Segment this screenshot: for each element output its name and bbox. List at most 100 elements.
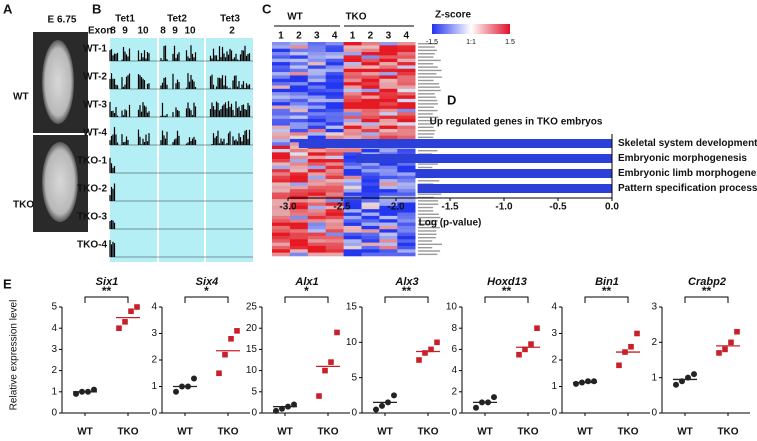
x-tick-label: WT xyxy=(477,427,493,438)
heatmap-cell xyxy=(307,172,326,177)
y-tick-label: 1 xyxy=(551,381,557,392)
heatmap-cell xyxy=(379,125,398,130)
heatmap-cell xyxy=(361,172,380,177)
row-label: TKO xyxy=(13,200,34,211)
heatmap-cell xyxy=(343,105,362,110)
bar xyxy=(415,169,612,178)
gene-name xyxy=(418,129,436,132)
heatmap-cell xyxy=(307,65,326,70)
heatmap-cell xyxy=(343,219,362,223)
heatmap-cell xyxy=(361,209,380,213)
column-label: 4 xyxy=(332,31,338,42)
heatmap-cell xyxy=(289,222,309,227)
coverage-peaks xyxy=(109,240,116,257)
gene-name xyxy=(418,253,438,256)
heatmap-cell xyxy=(397,105,416,110)
sample-label: TKO-3 xyxy=(77,212,107,223)
heatmap-cell xyxy=(397,215,416,220)
bar xyxy=(417,184,612,193)
heatmap-cell xyxy=(272,222,291,227)
data-point xyxy=(216,370,222,377)
heatmap-cell xyxy=(343,162,362,167)
column-label: 3 xyxy=(314,31,320,42)
heatmap-cell xyxy=(379,48,398,53)
heatmap-cell xyxy=(397,235,416,240)
heatmap-cell xyxy=(289,92,309,96)
heatmap-cell xyxy=(307,125,326,130)
heatmap-cell xyxy=(307,95,326,100)
heatmap-cell xyxy=(289,105,309,110)
heatmap-cell xyxy=(289,112,309,116)
heatmap-cell xyxy=(397,108,416,113)
heatmap-cell xyxy=(379,219,398,223)
y-tick-label: 25 xyxy=(246,302,258,313)
heatmap-cell xyxy=(343,175,362,180)
data-point xyxy=(728,339,734,346)
heatmap-cell xyxy=(379,102,398,106)
data-point xyxy=(734,328,740,335)
heatmap-cell xyxy=(361,128,380,133)
gene-name xyxy=(418,203,439,205)
heatmap-cell xyxy=(397,232,416,237)
heatmap-cell xyxy=(307,179,326,183)
heatmap-cell xyxy=(343,199,362,203)
gene-name xyxy=(418,73,437,75)
heatmap-cell xyxy=(307,175,326,180)
heatmap-cell xyxy=(307,62,326,66)
heatmap-cell xyxy=(307,88,326,93)
significance: ** xyxy=(602,284,612,298)
heatmap-cell xyxy=(343,152,362,156)
sample-label: TKO-1 xyxy=(77,156,107,167)
heatmap-cell xyxy=(397,58,416,63)
x-tick-label: TKO xyxy=(517,427,538,438)
heatmap-cell xyxy=(343,115,362,120)
gene-name xyxy=(418,53,435,55)
heatmap-cell xyxy=(361,219,380,223)
heatmap-cell xyxy=(307,85,326,90)
significance-bracket xyxy=(484,296,529,303)
significance: ** xyxy=(702,284,712,298)
heatmap-cell xyxy=(325,108,344,113)
x-tick-label: -2.0 xyxy=(387,202,405,213)
category-label: Embryonic limb morphogenesis xyxy=(618,168,757,179)
heatmap-cell xyxy=(325,42,344,46)
data-point xyxy=(473,404,479,411)
y-tick-label: 4 xyxy=(51,323,57,334)
heatmap-cell xyxy=(307,135,326,140)
heatmap-cell xyxy=(397,45,416,49)
heatmap-cell xyxy=(307,249,326,253)
x-tick-label: TKO xyxy=(217,427,238,438)
data-point xyxy=(585,378,591,385)
heatmap-cell xyxy=(343,239,362,243)
heatmap-cell xyxy=(379,65,398,70)
heatmap-cell xyxy=(272,229,291,233)
heatmap-cell xyxy=(361,72,380,76)
heatmap-cell xyxy=(272,72,291,76)
gene-name xyxy=(418,99,438,102)
heatmap-cell xyxy=(397,128,416,133)
heatmap-cell xyxy=(307,202,326,207)
heatmap-cell xyxy=(343,235,362,240)
heatmap-cell xyxy=(397,52,416,56)
heatmap-cell xyxy=(289,179,309,183)
column-label: 2 xyxy=(368,31,374,42)
heatmap-cell xyxy=(379,249,398,253)
exon-number: 9 xyxy=(122,26,128,37)
heatmap-cell xyxy=(361,169,380,173)
data-point xyxy=(116,325,122,331)
heatmap-cell xyxy=(379,45,398,49)
heatmap-cell xyxy=(289,235,309,240)
heatmap-cell xyxy=(361,149,380,153)
heatmap-cell xyxy=(397,135,416,140)
heatmap-cell xyxy=(361,85,380,90)
gene-name xyxy=(418,240,433,242)
heatmap-cell xyxy=(289,65,309,70)
data-point xyxy=(528,341,534,347)
heatmap-cell xyxy=(289,199,309,203)
heatmap-cell xyxy=(379,149,398,153)
exon-label: Exon xyxy=(88,26,112,37)
heatmap-cell xyxy=(397,115,416,120)
heatmap-cell xyxy=(272,138,291,143)
y-tick-label: 3 xyxy=(551,328,557,339)
y-tick-label: 4 xyxy=(451,365,457,376)
